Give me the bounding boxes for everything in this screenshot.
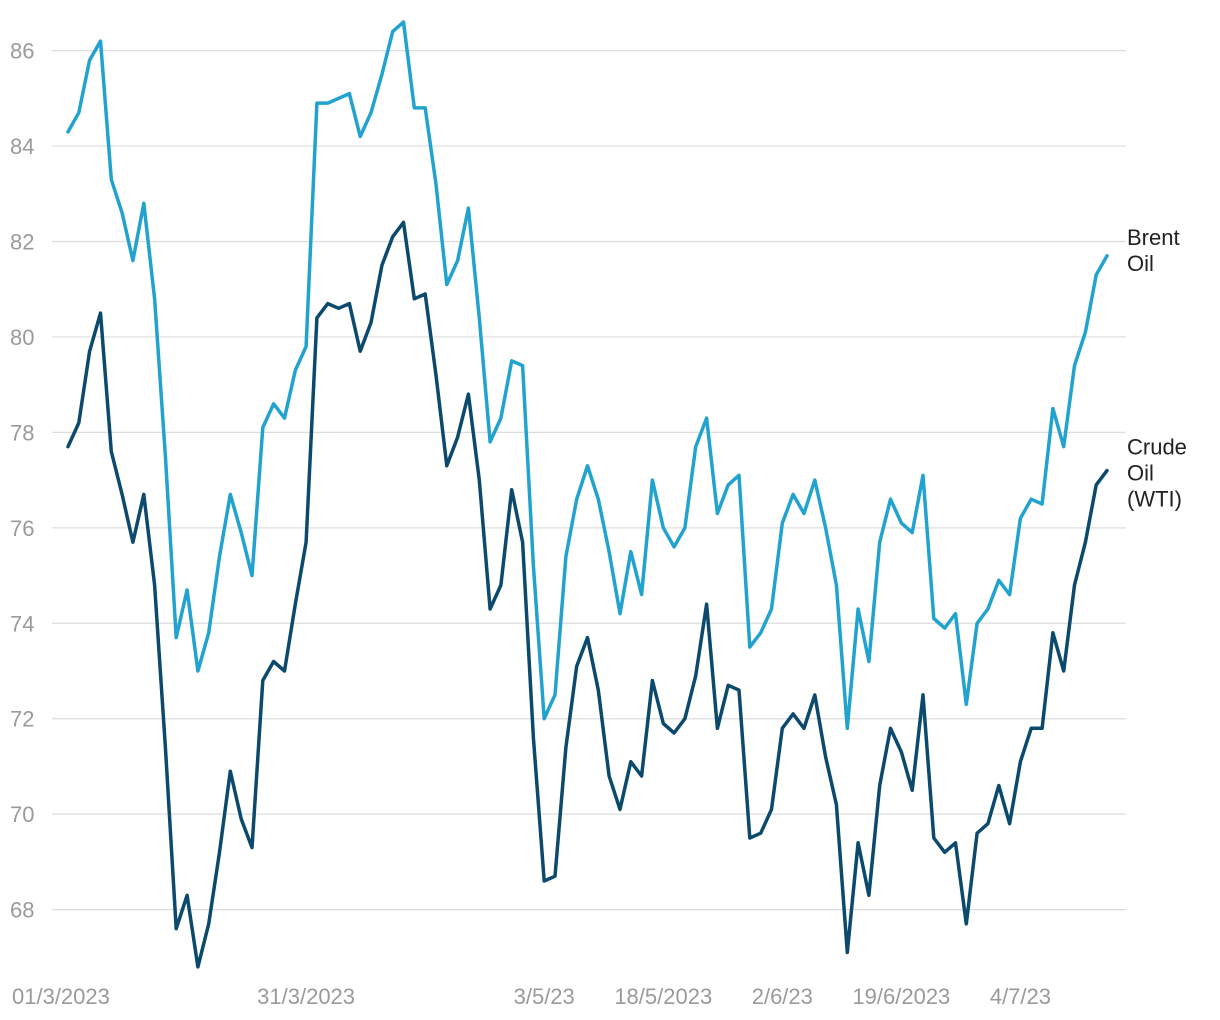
series-label: Brent (1127, 225, 1180, 250)
x-tick-label: 19/6/2023 (852, 984, 950, 1009)
x-axis-tick-labels: 01/3/2023 31/3/2023 3/5/23 18/5/2023 2/6/23 1… (12, 984, 1051, 1009)
series-line-crude-oil-wti (66, 220, 1109, 969)
y-tick-label: 80 (10, 325, 34, 350)
series-lines (66, 20, 1109, 969)
x-tick-label: 3/5/23 (514, 984, 575, 1009)
y-tick-label: 84 (10, 134, 34, 159)
y-tick-label: 74 (10, 611, 34, 636)
series-label: Oil (1127, 461, 1154, 486)
y-tick-label: 86 (10, 39, 34, 64)
y-tick-label: 76 (10, 516, 34, 541)
y-tick-label: 68 (10, 898, 34, 923)
y-tick-label: 70 (10, 802, 34, 827)
series-label: Crude (1127, 435, 1187, 460)
series-label: Oil (1127, 251, 1154, 276)
series-line-brent-oil (66, 20, 1109, 731)
y-tick-label: 82 (10, 230, 34, 255)
gridlines (52, 50, 1126, 911)
x-tick-label: 31/3/2023 (257, 984, 355, 1009)
x-tick-label: 01/3/2023 (12, 984, 110, 1009)
series-label: (WTI) (1127, 487, 1182, 512)
y-tick-label: 78 (10, 420, 34, 445)
y-axis-tick-labels: 68 70 72 74 76 78 80 82 84 86 (10, 39, 34, 923)
x-tick-label: 2/6/23 (752, 984, 813, 1009)
x-tick-label: 4/7/23 (990, 984, 1051, 1009)
y-tick-label: 72 (10, 707, 34, 732)
x-tick-label: 18/5/2023 (614, 984, 712, 1009)
